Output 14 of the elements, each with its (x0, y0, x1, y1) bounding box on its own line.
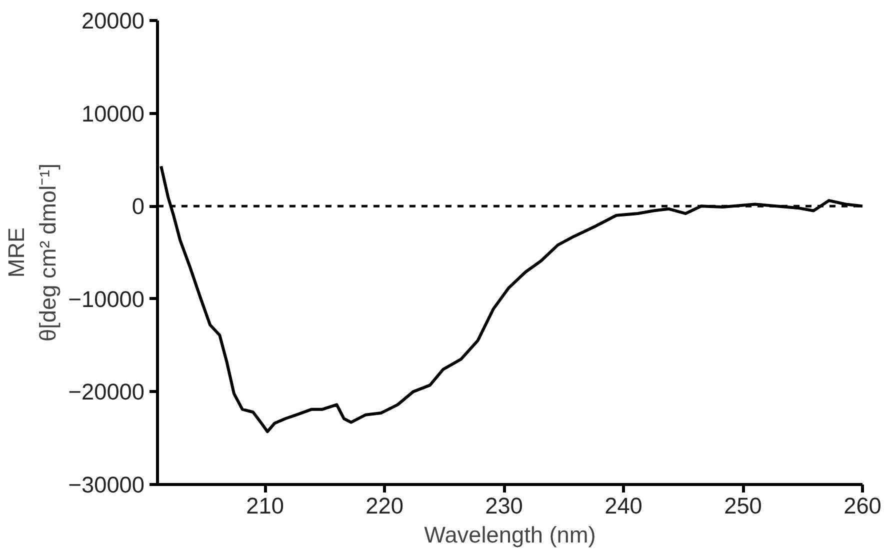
y-tick-label: 0 (132, 193, 145, 220)
x-tick-label: 220 (366, 492, 404, 518)
x-tick-label: 230 (485, 492, 523, 518)
x-axis-title: Wavelength (nm) (424, 522, 596, 548)
y-tick-label: −20000 (68, 378, 144, 405)
x-tick-label: 260 (844, 492, 882, 518)
x-tick-label: 250 (724, 492, 762, 518)
x-tick-label: 240 (604, 492, 642, 518)
y-tick-label: 10000 (82, 100, 145, 126)
y-tick-label: −30000 (68, 472, 144, 498)
x-tick-label: 210 (246, 492, 284, 518)
y-axis-title: MRE θ[deg cm² dmol⁻¹] (3, 164, 60, 342)
y-tick-label: −10000 (68, 286, 144, 312)
y-tick-label: 20000 (82, 8, 145, 34)
